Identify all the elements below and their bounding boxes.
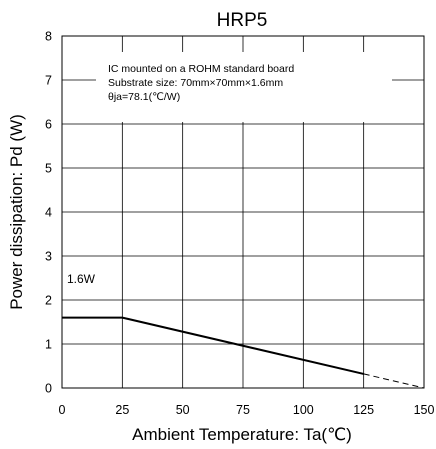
chart-title: HRP5 bbox=[217, 10, 268, 31]
y-tick-label: 7 bbox=[45, 74, 52, 88]
derating-line-solid bbox=[62, 316, 364, 375]
y-tick-label: 6 bbox=[45, 118, 52, 132]
x-tick-label: 50 bbox=[176, 403, 190, 417]
x-tick-label: 150 bbox=[414, 403, 435, 417]
x-tick-label: 75 bbox=[236, 403, 250, 417]
x-tick-label: 100 bbox=[293, 403, 314, 417]
y-tick-label: 4 bbox=[45, 206, 52, 220]
level-label-background bbox=[64, 268, 106, 288]
y-tick-label: 5 bbox=[45, 162, 52, 176]
x-tick-label: 25 bbox=[115, 403, 129, 417]
y-tick-label: 0 bbox=[45, 382, 52, 396]
tick-labels: 0 25 50 75 100 125 150 0 1 2 3 4 5 6 7 8 bbox=[45, 30, 434, 418]
plot-frame bbox=[61, 35, 425, 389]
level-label: 1.6W bbox=[67, 272, 96, 286]
y-tick-label: 2 bbox=[45, 294, 52, 308]
annotation-line-3: θja=78.1(℃/W) bbox=[108, 91, 180, 103]
series-layer bbox=[62, 316, 425, 389]
y-tick-label: 8 bbox=[45, 30, 52, 44]
annotation-line-2: Substrate size: 70mm×70mm×1.6mm bbox=[108, 77, 283, 89]
annotation-box-background bbox=[96, 52, 392, 122]
y-tick-label: 3 bbox=[45, 250, 52, 264]
annotation-line-1: IC mounted on a ROHM standard board bbox=[108, 63, 294, 75]
x-tick-label: 125 bbox=[353, 403, 374, 417]
x-tick-label: 0 bbox=[59, 403, 66, 417]
y-tick-label: 1 bbox=[45, 338, 52, 352]
y-axis-label: Power dissipation: Pd (W) bbox=[7, 114, 26, 310]
derating-line-dashed bbox=[363, 373, 425, 389]
x-axis-label: Ambient Temperature: Ta(℃) bbox=[132, 425, 352, 444]
